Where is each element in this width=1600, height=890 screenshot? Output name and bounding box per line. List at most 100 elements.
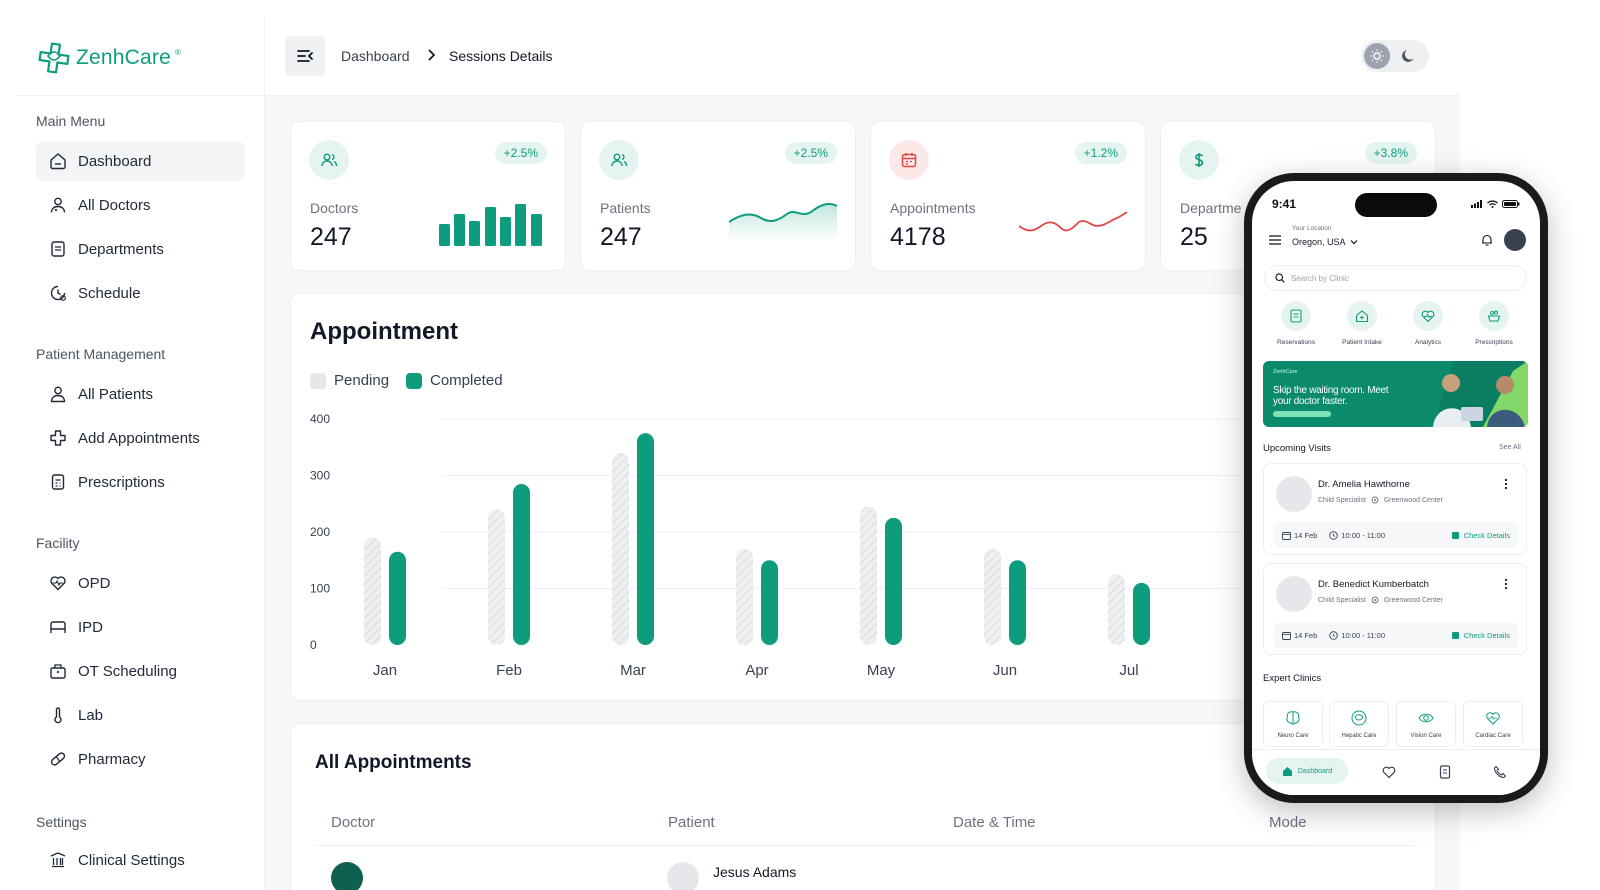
logo-icon [38,42,70,74]
column-header-patient[interactable]: Patient [668,814,715,831]
stat-card-doctors[interactable]: +2.5% Doctors 247 [290,121,566,271]
reservation-icon [1281,301,1311,331]
moon-icon[interactable] [1399,46,1419,66]
location-selector[interactable]: Oregon, USA [1292,237,1358,247]
stat-card-patients[interactable]: +2.5% Patients 247 [580,121,856,271]
sidebar-item-all-patients[interactable]: All Patients [36,374,245,414]
sidebar-item-schedule[interactable]: Schedule [36,273,245,313]
clinic-neuro-care[interactable]: Neuro Care [1263,701,1323,747]
location-pin-icon [1371,496,1379,504]
logo[interactable]: ZenhCare ® [36,38,181,78]
bar-pending[interactable] [364,537,381,645]
quick-action-reservations[interactable]: Reservations [1268,301,1324,346]
doctor-center: Greenwood Center [1383,496,1444,504]
quick-action-analytics[interactable]: Analytics [1400,301,1456,346]
column-header-date-time[interactable]: Date & Time [953,814,1036,831]
legend-pending[interactable]: Pending [310,372,389,389]
promo-banner[interactable]: ZenhCare Skip the waiting room. Meet you… [1263,361,1528,427]
sidebar-item-prescriptions[interactable]: Prescriptions [36,462,245,502]
quick-action-patient-intake[interactable]: Patient Intake [1334,301,1390,346]
x-tick-label: Feb [496,662,522,679]
bar-pending[interactable] [736,548,753,645]
sidebar-item-opd[interactable]: OPD [36,563,245,603]
clinic-vision-care[interactable]: Vision Care [1396,701,1456,747]
sidebar-item-label: All Doctors [78,196,151,214]
bar-pending[interactable] [984,548,1001,645]
hamburger-menu-icon[interactable] [1269,235,1281,245]
y-tick-label: 300 [310,469,330,483]
bar-completed[interactable] [1009,560,1026,645]
bell-icon[interactable] [1480,233,1494,247]
stat-value: 247 [310,223,352,251]
bar-pending[interactable] [488,509,505,645]
bar-pending[interactable] [860,506,877,645]
clinic-hepatic-care[interactable]: Hepatic Care [1329,701,1389,747]
clinic-cardiac-care[interactable]: Cardiac Care [1463,701,1523,747]
sidebar-item-label: OT Scheduling [78,662,177,680]
x-tick-label: Apr [745,662,768,679]
sidebar-item-ot-scheduling[interactable]: OT Scheduling [36,651,245,691]
search-placeholder: Search by Clinic [1291,273,1349,283]
schedule-icon [50,285,66,301]
sidebar-item-label: Dashboard [78,152,152,170]
banner-cta-button[interactable] [1273,411,1331,417]
appointment-bar-chart: 0 100 200 300 400 Jan Feb Mar Apr May Jun Jul [310,412,1421,679]
dollar-icon [1179,140,1219,180]
visit-card[interactable]: Dr. Benedict Kumberbatch Child Specialis… [1263,563,1527,655]
more-options-icon[interactable] [1504,578,1508,590]
breadcrumb-dashboard[interactable]: Dashboard [341,48,410,64]
bar-pending[interactable] [612,452,629,645]
phone-mockup: 9:41 Your Location Oregon, USA Search by… [1244,173,1548,803]
heart-icon [50,576,66,591]
sun-icon[interactable] [1364,43,1390,69]
bar-completed[interactable] [637,433,654,645]
sidebar-item-departments[interactable]: Departments [36,229,245,269]
sidebar-item-add-appointments[interactable]: Add Appointments [36,418,245,458]
bar-completed[interactable] [885,517,902,645]
sidebar-item-pharmacy[interactable]: Pharmacy [36,739,245,779]
sidebar-item-lab[interactable]: Lab [36,695,245,735]
users-icon [599,140,639,180]
department-icon [51,241,65,257]
column-header-doctor[interactable]: Doctor [331,814,376,831]
tab-call-phone-icon[interactable] [1492,764,1508,780]
tab-records-document-icon[interactable] [1437,764,1453,780]
bar-completed[interactable] [389,551,406,645]
theme-toggle[interactable] [1361,40,1429,72]
doctor-name: Dr. Amelia Hawthorne [1318,479,1410,490]
check-details-button[interactable]: Check Details [1451,531,1510,540]
bar-completed[interactable] [513,483,530,645]
visit-card[interactable]: Dr. Amelia Hawthorne Child Specialist Gr… [1263,463,1527,555]
quick-action-label: Patient Intake [1342,339,1382,346]
section-main-menu: Main Menu [36,113,106,129]
sidebar-item-ipd[interactable]: IPD [36,607,245,647]
sidebar-item-label: Departments [78,240,164,258]
clinic-search-input[interactable]: Search by Clinic [1264,265,1527,291]
tab-favorites-heart-icon[interactable] [1381,764,1397,780]
quick-action-prescriptions[interactable]: Prescriptions [1466,301,1522,346]
check-details-button[interactable]: Check Details [1451,631,1510,640]
stat-card-appointments[interactable]: +1.2% Appointments 4178 [870,121,1146,271]
menu-toggle-button[interactable] [285,36,325,76]
bar-pending[interactable] [1108,574,1125,645]
quick-action-label: Reservations [1277,339,1315,346]
bar-completed[interactable] [1133,582,1150,645]
see-all-link[interactable]: See All [1499,444,1521,451]
tab-dashboard[interactable]: Dashboard [1266,758,1348,784]
sidebar-item-clinical-settings[interactable]: Clinical Settings [36,840,245,880]
location-value: Oregon, USA [1292,237,1346,247]
battery-icon [1502,200,1520,208]
more-options-icon[interactable] [1504,478,1508,490]
calendar-icon [1282,531,1291,540]
legend-completed[interactable]: Completed [406,372,503,389]
calendar-icon [889,140,929,180]
stat-label: Appointments [890,200,976,216]
sidebar-item-dashboard[interactable]: Dashboard [36,141,245,181]
breadcrumb-current: Sessions Details [449,48,553,64]
eye-icon [1418,713,1434,723]
user-avatar[interactable] [1504,229,1526,251]
sidebar-item-all-doctors[interactable]: All Doctors [36,185,245,225]
menu-collapse-icon [297,50,313,62]
bar-completed[interactable] [761,560,778,645]
column-header-mode[interactable]: Mode [1269,814,1307,831]
